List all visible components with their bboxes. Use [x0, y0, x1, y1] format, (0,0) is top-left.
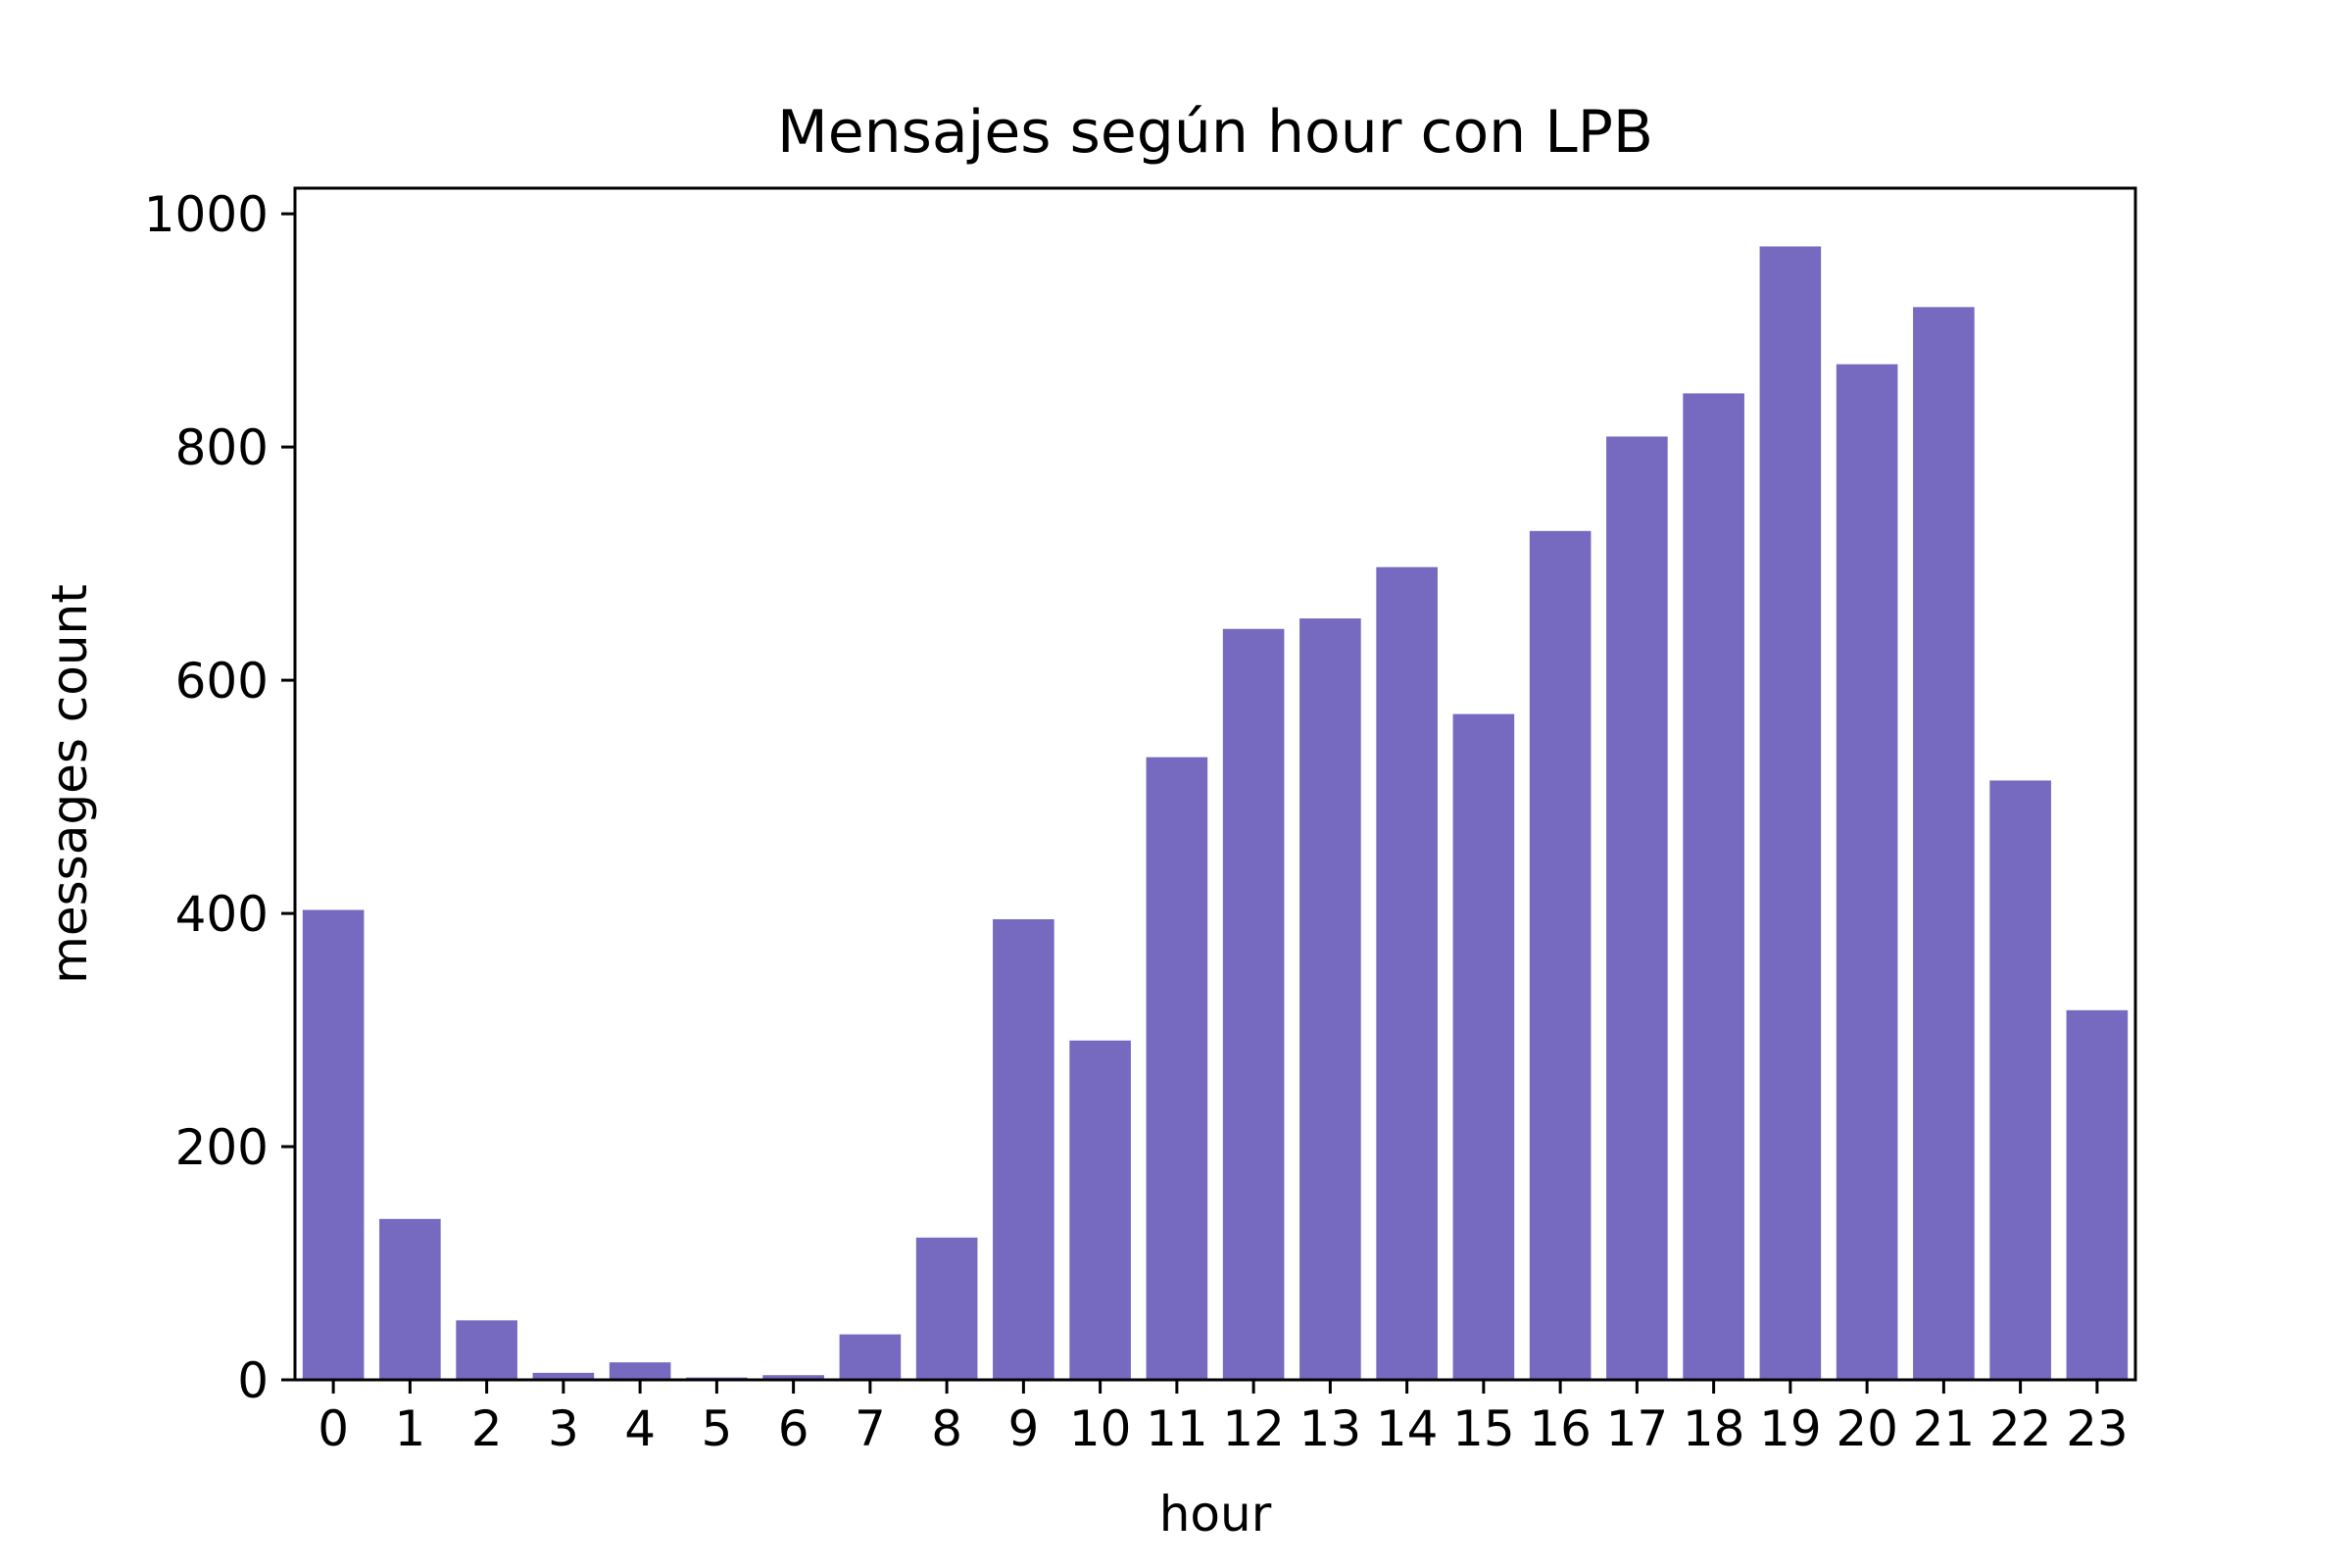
x-tick-label-2: 2	[471, 1400, 503, 1457]
bar-hour-18	[1683, 393, 1744, 1380]
bar-hour-2	[456, 1320, 517, 1380]
x-tick-label-7: 7	[855, 1400, 886, 1457]
y-tick-label-0: 0	[237, 1352, 269, 1409]
y-tick-label-800: 800	[175, 419, 269, 476]
bar-hour-22	[1989, 780, 2051, 1380]
x-tick-label-19: 19	[1759, 1400, 1822, 1457]
bars-group	[302, 246, 2129, 1381]
x-tick-label-13: 13	[1299, 1400, 1362, 1457]
bar-hour-21	[1913, 307, 1975, 1380]
axes-frame	[293, 186, 2137, 1382]
bar-hour-14	[1376, 566, 1438, 1380]
bar-hour-19	[1759, 246, 1822, 1381]
x-tick-label-22: 22	[1989, 1400, 2052, 1457]
x-axis-label: hour	[1159, 1486, 1272, 1543]
bar-hour-4	[609, 1362, 671, 1380]
bar-hour-3	[532, 1372, 595, 1380]
x-tick-label-5: 5	[701, 1400, 732, 1457]
x-tick-label-10: 10	[1069, 1400, 1132, 1457]
x-tick-label-1: 1	[394, 1400, 425, 1457]
x-tick-label-8: 8	[931, 1400, 962, 1457]
bar-hour-7	[839, 1334, 902, 1380]
y-tick-label-200: 200	[175, 1119, 269, 1176]
x-tick-label-3: 3	[548, 1400, 579, 1457]
y-tick-label-400: 400	[175, 886, 269, 943]
y-tick-label-1000: 1000	[144, 186, 269, 243]
bar-hour-9	[993, 919, 1054, 1380]
x-tick-label-20: 20	[1836, 1400, 1898, 1457]
bar-hour-0	[302, 909, 365, 1380]
bar-hour-11	[1146, 757, 1208, 1380]
x-tick-label-21: 21	[1913, 1400, 1976, 1457]
bar-hour-16	[1529, 530, 1592, 1380]
bar-hour-17	[1606, 436, 1668, 1380]
bar-hour-13	[1299, 618, 1361, 1380]
x-tick-label-14: 14	[1376, 1400, 1439, 1457]
y-axis-label: messages count	[41, 584, 98, 984]
x-tick-label-4: 4	[624, 1400, 656, 1457]
x-tick-label-15: 15	[1452, 1400, 1515, 1457]
chart-title: Mensajes según hour con LPB	[777, 98, 1653, 167]
x-tick-label-18: 18	[1683, 1400, 1745, 1457]
bar-hour-20	[1836, 364, 1898, 1380]
bar-hour-23	[2066, 1009, 2129, 1380]
bar-hour-6	[762, 1375, 824, 1380]
y-tick-label-600: 600	[175, 653, 269, 710]
x-tick-label-9: 9	[1007, 1400, 1039, 1457]
bar-hour-1	[379, 1218, 441, 1380]
bar-hour-8	[915, 1237, 978, 1380]
x-tick-label-6: 6	[778, 1400, 809, 1457]
x-axis-ticks: 0 1 2 3 4 5 6 7 8 9 10 11 12 13 14 15 16 17 18 19 20 21 22 23	[318, 1380, 2129, 1457]
bar-hour-15	[1452, 713, 1515, 1380]
x-tick-label-11: 11	[1146, 1400, 1208, 1457]
x-tick-label-12: 12	[1222, 1400, 1285, 1457]
x-tick-label-23: 23	[2066, 1400, 2129, 1457]
x-tick-label-0: 0	[318, 1400, 349, 1457]
y-axis-ticks: 0 200 400 600 800 1000	[144, 186, 295, 1409]
x-tick-label-16: 16	[1529, 1400, 1592, 1457]
bar-hour-10	[1069, 1040, 1131, 1380]
bar-hour-12	[1222, 628, 1285, 1380]
x-tick-label-17: 17	[1606, 1400, 1669, 1457]
